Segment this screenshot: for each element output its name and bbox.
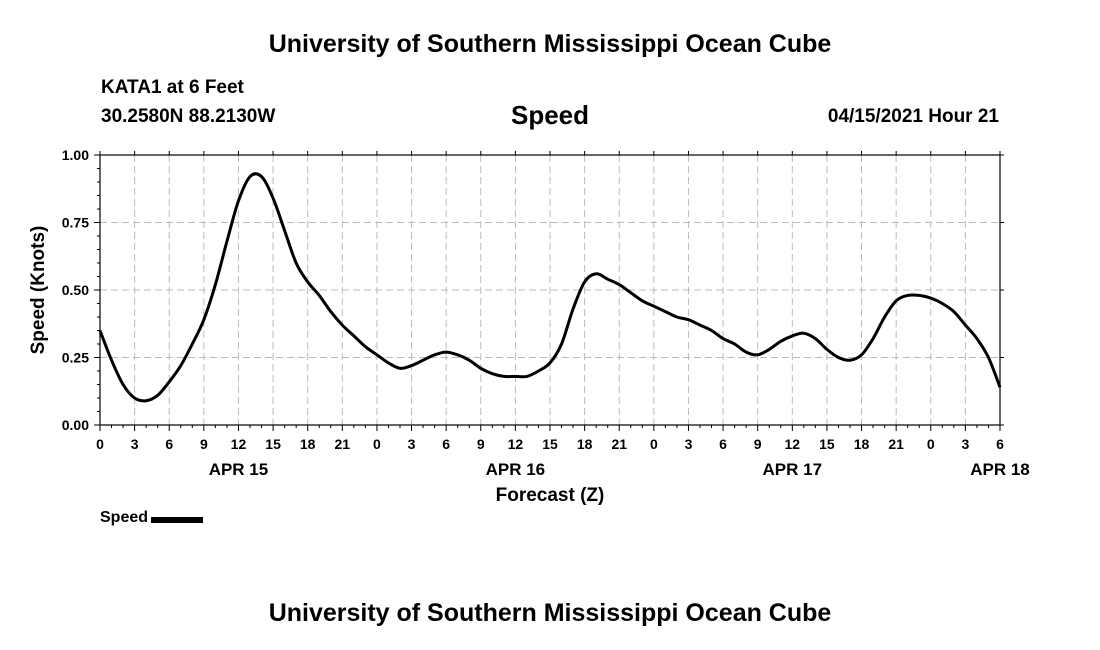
x-tick-label: 18	[300, 436, 316, 452]
y-tick-label: 0.50	[62, 282, 89, 298]
y-tick-label: 0.00	[62, 417, 89, 433]
x-tick-label: 3	[961, 436, 969, 452]
x-tick-label: 12	[508, 436, 524, 452]
legend-label: Speed	[100, 509, 149, 526]
y-tick-label: 1.00	[62, 147, 89, 163]
date-label: APR 16	[486, 460, 546, 479]
x-tick-label: 9	[754, 436, 762, 452]
y-tick-label: 0.25	[62, 350, 89, 366]
x-tick-label: 21	[888, 436, 904, 452]
x-tick-label: 0	[96, 436, 104, 452]
x-tick-label: 9	[477, 436, 485, 452]
plot-frame	[99, 154, 1001, 426]
station-label: KATA1 at 6 Feet	[101, 77, 244, 98]
x-tick-label: 6	[165, 436, 173, 452]
page-title: University of Southern Mississippi Ocean…	[268, 30, 832, 58]
x-tick-label: 0	[927, 436, 935, 452]
x-tick-label: 3	[131, 436, 139, 452]
x-axis-title: Forecast (Z)	[496, 485, 605, 506]
x-tick-label: 3	[685, 436, 693, 452]
x-tick-label: 15	[819, 436, 835, 452]
y-axis-title: Speed (Knots)	[28, 226, 49, 355]
x-tick-label: 0	[373, 436, 381, 452]
x-tick-label: 21	[611, 436, 627, 452]
chart-title: Speed	[510, 100, 590, 130]
x-tick-label: 15	[265, 436, 281, 452]
date-label: APR 17	[763, 460, 823, 479]
legend: Speed	[100, 509, 204, 527]
date-label: APR 18	[970, 460, 1030, 479]
x-tick-label: 9	[200, 436, 208, 452]
series-line-speed	[98, 172, 1002, 403]
date-label: APR 15	[209, 460, 269, 479]
x-tick-label: 21	[335, 436, 351, 452]
x-tick-label: 6	[719, 436, 727, 452]
x-tick-label: 6	[442, 436, 450, 452]
x-tick-label: 18	[577, 436, 593, 452]
y-tick-label: 0.75	[62, 215, 89, 231]
footer-title: University of Southern Mississippi Ocean…	[268, 599, 832, 627]
x-tick-label: 15	[542, 436, 558, 452]
x-tick-label: 6	[996, 436, 1004, 452]
forecast-datetime: 04/15/2021 Hour 21	[827, 106, 999, 127]
x-tick-label: 18	[854, 436, 870, 452]
legend-swatch	[151, 516, 204, 523]
x-tick-label: 3	[408, 436, 416, 452]
station-coordinates: 30.2580N 88.2130W	[101, 106, 276, 127]
x-tick-label: 0	[650, 436, 658, 452]
x-tick-label: 12	[785, 436, 801, 452]
x-tick-label: 12	[231, 436, 247, 452]
